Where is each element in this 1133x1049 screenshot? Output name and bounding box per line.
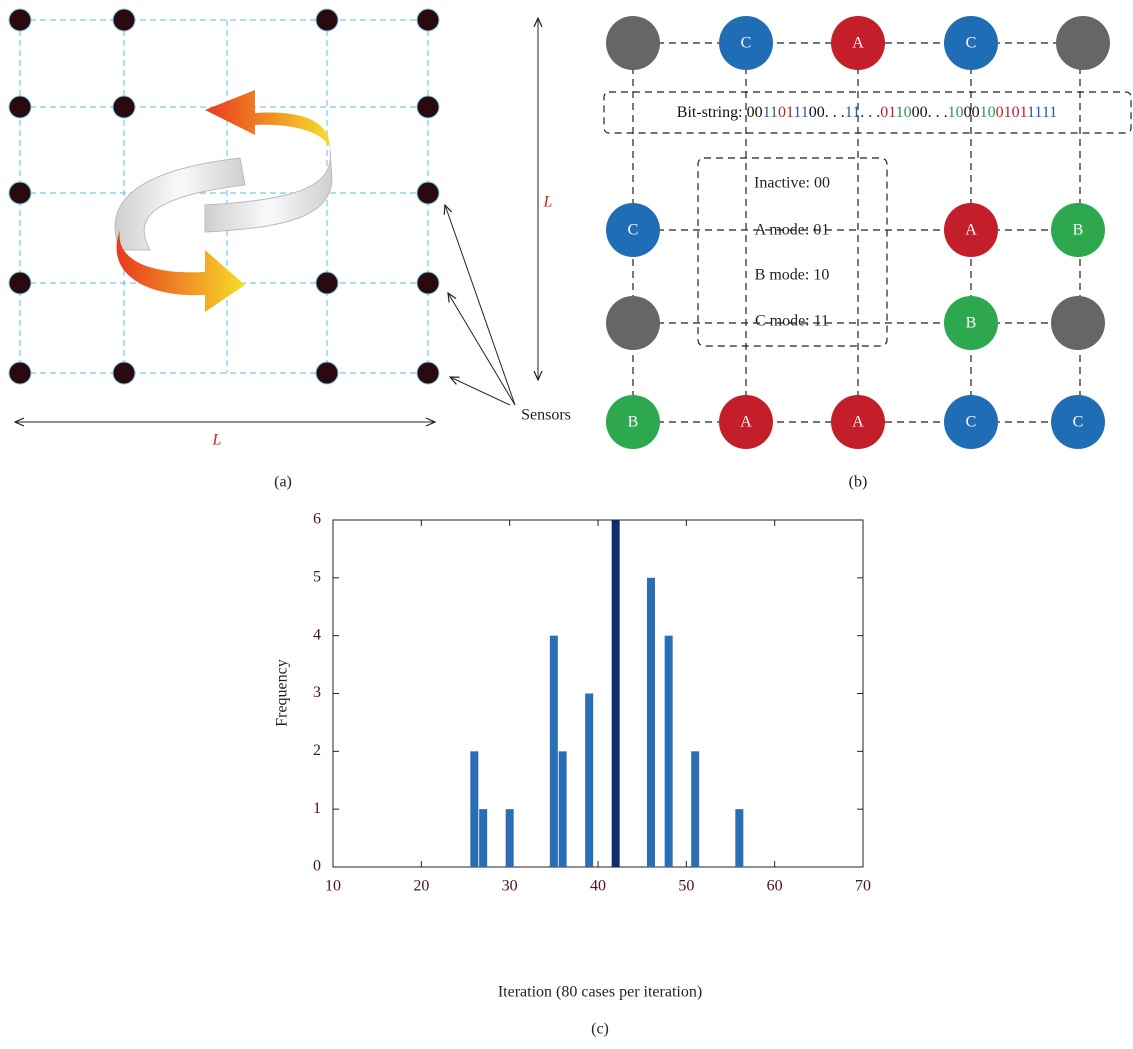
sensor bbox=[9, 272, 31, 294]
bit-segment: 00 bbox=[964, 104, 980, 121]
bit-segment: 10 bbox=[948, 104, 964, 121]
bit-string: Bit-string: 0011011100. . .11. . .011000… bbox=[677, 104, 1057, 121]
caption: (c) bbox=[591, 1021, 609, 1038]
bit-segment: 11 bbox=[845, 104, 860, 121]
bar bbox=[735, 809, 743, 867]
x-tick-label: 50 bbox=[678, 878, 694, 895]
bar bbox=[585, 694, 593, 868]
node-label: C bbox=[628, 222, 639, 239]
bit-segment: Bit-string: 00 bbox=[677, 104, 763, 121]
node-label: C bbox=[1073, 414, 1084, 431]
bit-segment: 00. . . bbox=[912, 104, 948, 121]
bit-segment: 01 bbox=[996, 104, 1012, 121]
sensor bbox=[316, 362, 338, 384]
bit-segment: 11 bbox=[1042, 104, 1057, 121]
bar bbox=[506, 809, 514, 867]
bit-segment: 00. . . bbox=[809, 104, 845, 121]
bar bbox=[559, 751, 567, 867]
panel-a: L L Sensors (a) bbox=[9, 9, 571, 491]
legend-entry: Inactive: 00 bbox=[754, 175, 830, 192]
sensor bbox=[113, 96, 135, 118]
plot-frame bbox=[333, 520, 863, 867]
legend-entry: B mode: 10 bbox=[755, 267, 830, 284]
sensor bbox=[9, 96, 31, 118]
bit-segment: . . . bbox=[860, 104, 880, 121]
sensors-label: Sensors bbox=[521, 407, 571, 424]
node-label: B bbox=[966, 315, 977, 332]
node-label: A bbox=[852, 414, 864, 431]
length-label: L bbox=[543, 194, 553, 211]
x-tick-label: 20 bbox=[413, 878, 429, 895]
sensor bbox=[417, 9, 439, 31]
bit-segment: 10 bbox=[980, 104, 996, 121]
bar bbox=[479, 809, 487, 867]
sensor bbox=[113, 362, 135, 384]
bit-segment: 10 bbox=[896, 104, 912, 121]
sensor bbox=[316, 272, 338, 294]
x-axis-label: Iteration (80 cases per iteration) bbox=[498, 984, 702, 1001]
bar bbox=[647, 578, 655, 867]
sensor bbox=[9, 182, 31, 204]
caption: (a) bbox=[274, 474, 292, 491]
sensor bbox=[417, 362, 439, 384]
figure: L L Sensors (a) Bit-string: 0011011100. … bbox=[0, 0, 1133, 1044]
sensor bbox=[316, 9, 338, 31]
x-tick-label: 60 bbox=[767, 878, 783, 895]
node-label: B bbox=[628, 414, 639, 431]
length-label: L bbox=[212, 432, 222, 449]
node bbox=[606, 296, 660, 350]
sensor bbox=[417, 96, 439, 118]
node-label: B bbox=[1073, 222, 1084, 239]
bar bbox=[470, 751, 478, 867]
node-label: C bbox=[741, 35, 752, 52]
panel-b: Bit-string: 0011011100. . .11. . .011000… bbox=[604, 16, 1131, 491]
x-tick-label: 30 bbox=[502, 878, 518, 895]
bit-segment: 01 bbox=[1012, 104, 1028, 121]
curved-arrow bbox=[205, 90, 330, 148]
bit-segment: 11 bbox=[763, 104, 778, 121]
bit-segment: 01 bbox=[778, 104, 794, 121]
y-tick-label: 6 bbox=[313, 511, 321, 528]
sensor bbox=[417, 182, 439, 204]
y-tick-label: 4 bbox=[313, 626, 321, 643]
node-label: A bbox=[852, 35, 864, 52]
sensor bbox=[9, 362, 31, 384]
sensor bbox=[417, 272, 439, 294]
caption: (b) bbox=[849, 474, 868, 491]
legend-entry: A mode: 01 bbox=[755, 222, 830, 239]
x-tick-label: 40 bbox=[590, 878, 606, 895]
node-label: C bbox=[966, 35, 977, 52]
bit-segment: 11 bbox=[1027, 104, 1042, 121]
y-tick-label: 0 bbox=[313, 858, 321, 875]
node-label: A bbox=[965, 222, 977, 239]
bar bbox=[665, 636, 673, 867]
bar bbox=[550, 636, 558, 867]
node-label: C bbox=[966, 414, 977, 431]
bit-segment: 01 bbox=[880, 104, 896, 121]
bit-segment: 11 bbox=[793, 104, 808, 121]
node-label: A bbox=[740, 414, 752, 431]
y-tick-label: 3 bbox=[313, 684, 321, 701]
node bbox=[1051, 296, 1105, 350]
y-tick-label: 1 bbox=[313, 800, 321, 817]
legend-entry: C mode: 11 bbox=[755, 313, 829, 330]
sensor bbox=[113, 9, 135, 31]
bar bbox=[691, 751, 699, 867]
node bbox=[606, 16, 660, 70]
y-tick-label: 2 bbox=[313, 742, 321, 759]
grid bbox=[20, 20, 428, 373]
node bbox=[1056, 16, 1110, 70]
x-tick-label: 70 bbox=[855, 878, 871, 895]
y-axis-label: Frequency bbox=[274, 659, 291, 727]
x-tick-label: 10 bbox=[325, 878, 341, 895]
panel-c: Iteration (80 cases per iteration) Frequ… bbox=[274, 511, 871, 1038]
y-tick-label: 5 bbox=[313, 569, 321, 586]
bar bbox=[612, 520, 620, 867]
sensor bbox=[9, 9, 31, 31]
links bbox=[633, 43, 1083, 422]
